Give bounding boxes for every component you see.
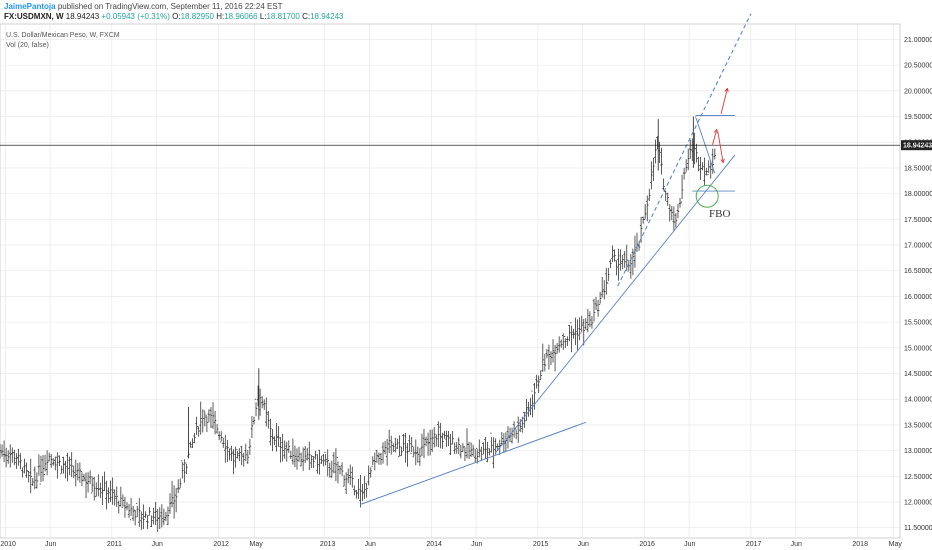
y-tick-label: 16.00000	[904, 294, 932, 301]
high-value: 18.96066	[224, 12, 258, 21]
y-tick-label: 20.50000	[904, 63, 932, 70]
y-tick-label: 17.50000	[904, 217, 932, 224]
price-axis[interactable]: 11.50000 12.00000 12.50000 13.00000 13.50000…	[904, 37, 932, 532]
quote-line: FX:USDMXN, W 18.94243 +0.05943 (+0.31%) …	[4, 12, 343, 22]
triangle-upper-line[interactable]	[695, 116, 716, 174]
y-tick-label: 18.50000	[904, 165, 932, 172]
open-label: O:	[172, 12, 181, 21]
publish-header: JaimePantoja published on TradingView.co…	[4, 2, 283, 12]
y-tick-label: 17.00000	[904, 243, 932, 250]
last-price-badge-text: 18.94243	[903, 143, 932, 150]
main-uptrend-line[interactable]	[494, 154, 736, 454]
author-link[interactable]: JaimePantoja	[4, 2, 56, 11]
chart-title: U.S. Dollar/Mexican Peso, W, FXCM	[6, 32, 120, 39]
x-tick-label: Jun	[365, 541, 376, 548]
time-axis[interactable]: 2010 Jun 2011 Jun 2012 May 2013 Jun 2014 Jun 2015 J…	[0, 541, 902, 548]
arrow-down[interactable]	[717, 131, 724, 163]
grid-lines	[0, 24, 900, 538]
last-price: 18.94243	[65, 12, 100, 21]
arrow-up-short-head	[713, 129, 718, 134]
arrow-up-short[interactable]	[712, 129, 718, 145]
upper-channel-line[interactable]	[617, 13, 752, 287]
arrow-up-long[interactable]	[720, 88, 728, 115]
arrow-down-head	[720, 158, 725, 164]
publish-info: published on TradingView.com, September …	[57, 2, 283, 11]
x-tick-label: Jun	[152, 541, 163, 548]
y-tick-label: 12.50000	[904, 474, 932, 481]
low-value: 18.81700	[266, 12, 300, 21]
x-tick-label: Jun	[471, 541, 482, 548]
low-label: L:	[259, 12, 267, 21]
symbol-label: FX:USDMXN, W	[4, 12, 64, 21]
volume-indicator-label: Vol (20, false)	[6, 42, 49, 49]
y-tick-label: 14.00000	[904, 397, 932, 404]
y-tick-label: 18.00000	[904, 191, 932, 198]
x-tick-label: 2014	[426, 541, 442, 548]
y-tick-label: 16.50000	[904, 268, 932, 275]
x-tick-label: 2018	[852, 541, 868, 548]
x-tick-label: 2011	[107, 541, 122, 548]
open-value: 18.82950	[180, 12, 214, 21]
y-tick-label: 13.00000	[904, 448, 932, 455]
y-tick-label: 15.50000	[904, 320, 932, 327]
x-tick-label: 2016	[639, 541, 655, 548]
y-tick-label: 20.00000	[904, 88, 932, 95]
x-tick-label: 2015	[533, 541, 549, 548]
drawings: 18.94243	[0, 13, 932, 506]
y-tick-label: 13.50000	[904, 422, 932, 429]
plot-area[interactable]	[0, 23, 901, 539]
y-tick-label: 19.00000	[904, 140, 932, 147]
trendline-segment[interactable]	[359, 424, 579, 506]
last-price-badge	[901, 140, 932, 151]
x-tick-label: May	[889, 541, 903, 548]
x-tick-label: Jun	[684, 541, 695, 548]
fbo-circle[interactable]	[695, 184, 719, 208]
y-tick-label: 11.50000	[904, 525, 932, 532]
arrow-up-long-head	[724, 87, 729, 93]
x-tick-label: May	[250, 541, 264, 548]
y-tick-label: 12.00000	[904, 500, 932, 507]
x-tick-label: Jun	[45, 541, 56, 548]
ohlc-bars	[0, 116, 717, 532]
close-value: 18.94243	[310, 12, 344, 21]
y-tick-label: 21.00000	[904, 37, 932, 44]
x-tick-label: 2010	[0, 541, 16, 548]
y-tick-label: 15.00000	[904, 345, 932, 352]
x-tick-label: 2013	[320, 541, 336, 548]
x-tick-label: Jun	[578, 541, 589, 548]
high-label: H:	[216, 12, 225, 21]
y-tick-label: 19.50000	[904, 114, 932, 121]
x-tick-label: Jun	[791, 541, 802, 548]
y-tick-label: 14.50000	[904, 371, 932, 378]
x-tick-label: 2017	[746, 541, 762, 548]
fbo-annotation: FBO	[709, 208, 730, 220]
x-tick-label: 2012	[213, 541, 229, 548]
price-change: +0.05943 (+0.31%)	[101, 12, 170, 21]
close-label: C:	[302, 12, 311, 21]
